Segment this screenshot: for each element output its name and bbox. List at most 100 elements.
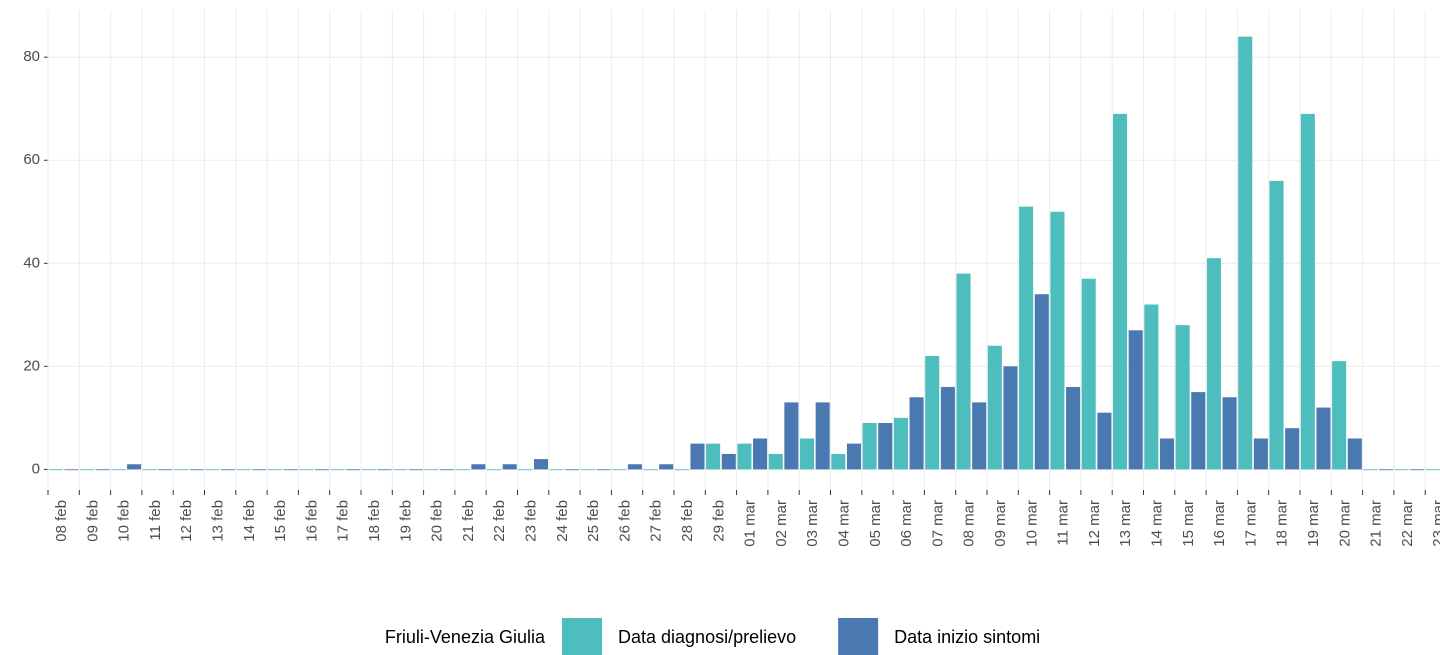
bar — [189, 469, 204, 471]
bar — [1144, 304, 1159, 470]
x-tick-label: 14 mar — [1148, 500, 1165, 547]
bar — [737, 443, 752, 470]
bar — [236, 469, 251, 471]
x-tick-label: 28 feb — [679, 500, 696, 542]
bar — [1410, 469, 1425, 471]
bar — [815, 402, 830, 470]
bar — [549, 469, 564, 471]
bar — [1034, 294, 1049, 470]
bar — [940, 386, 955, 470]
bar — [64, 469, 79, 471]
x-tick-label: 29 feb — [710, 500, 727, 542]
y-tick-label: 20 — [23, 357, 40, 374]
bar — [784, 402, 799, 470]
bar — [674, 469, 689, 471]
x-tick-label: 22 mar — [1399, 500, 1416, 547]
bar — [1347, 438, 1362, 470]
bar — [1253, 438, 1268, 470]
bar — [299, 469, 314, 471]
bar — [831, 453, 846, 470]
bar — [800, 438, 815, 470]
legend-swatch — [562, 618, 602, 655]
bar — [267, 469, 282, 471]
bar — [1159, 438, 1174, 470]
x-tick-label: 17 feb — [335, 500, 352, 542]
bar — [330, 469, 345, 471]
x-tick-label: 13 feb — [209, 500, 226, 542]
bar — [987, 345, 1002, 470]
x-tick-label: 19 mar — [1305, 500, 1322, 547]
x-tick-label: 09 mar — [992, 500, 1009, 547]
bar — [1316, 407, 1331, 470]
bar — [158, 469, 173, 471]
bar — [455, 469, 470, 471]
x-tick-label: 09 feb — [84, 500, 101, 542]
bar — [471, 464, 486, 470]
bar — [1097, 412, 1112, 470]
bar — [1206, 258, 1221, 470]
bar — [205, 469, 220, 471]
bar — [1003, 366, 1018, 470]
bar — [690, 443, 705, 470]
x-tick-label: 15 mar — [1180, 500, 1197, 547]
bar — [95, 469, 110, 471]
bar — [1222, 397, 1237, 470]
bar — [393, 469, 408, 471]
x-tick-label: 22 feb — [491, 500, 508, 542]
x-tick-label: 10 feb — [116, 500, 133, 542]
bar — [565, 469, 580, 471]
x-tick-label: 14 feb — [241, 500, 258, 542]
x-tick-label: 18 mar — [1274, 500, 1291, 547]
bar — [909, 397, 924, 470]
x-tick-label: 03 mar — [804, 500, 821, 547]
bar — [1285, 428, 1300, 470]
x-tick-label: 04 mar — [835, 500, 852, 547]
bar — [1363, 469, 1378, 471]
bar — [753, 438, 768, 470]
bar — [1128, 330, 1143, 470]
bar — [1050, 211, 1065, 470]
bar — [972, 402, 987, 470]
bar — [80, 469, 95, 471]
bar — [111, 469, 126, 471]
bar — [346, 469, 361, 471]
bar — [721, 453, 736, 470]
x-tick-label: 18 feb — [366, 500, 383, 542]
bar — [1426, 469, 1440, 471]
bar — [768, 453, 783, 470]
bar — [627, 464, 642, 470]
bar — [1394, 469, 1409, 471]
x-tick-label: 27 feb — [648, 500, 665, 542]
bar — [659, 464, 674, 470]
y-tick-label: 60 — [23, 151, 40, 168]
bar — [1081, 278, 1096, 470]
x-tick-label: 21 feb — [460, 500, 477, 542]
bar — [533, 459, 548, 470]
bar — [580, 469, 595, 471]
x-tick-label: 16 feb — [303, 500, 320, 542]
bar — [408, 469, 423, 471]
y-tick-label: 80 — [23, 48, 40, 65]
x-tick-label: 17 mar — [1242, 500, 1259, 547]
x-tick-label: 02 mar — [773, 500, 790, 547]
x-tick-label: 12 feb — [178, 500, 195, 542]
bar — [377, 469, 392, 471]
bar — [1019, 206, 1034, 470]
legend: Friuli-Venezia Giulia Data diagnosi/prel… — [385, 618, 1040, 655]
bar — [1332, 361, 1347, 470]
x-tick-label: 24 feb — [554, 500, 571, 542]
bar — [846, 443, 861, 470]
bar — [361, 469, 376, 471]
bar — [314, 469, 329, 471]
legend-label: Data diagnosi/prelievo — [618, 627, 796, 647]
bar — [518, 469, 533, 471]
x-tick-label: 11 feb — [147, 500, 164, 541]
bar — [862, 423, 877, 470]
x-tick-label: 13 mar — [1117, 500, 1134, 547]
x-tick-label: 01 mar — [742, 500, 759, 547]
bar — [220, 469, 235, 471]
legend-label: Data inizio sintomi — [894, 627, 1040, 647]
x-tick-label: 19 feb — [397, 500, 414, 542]
x-tick-label: 08 mar — [961, 500, 978, 547]
